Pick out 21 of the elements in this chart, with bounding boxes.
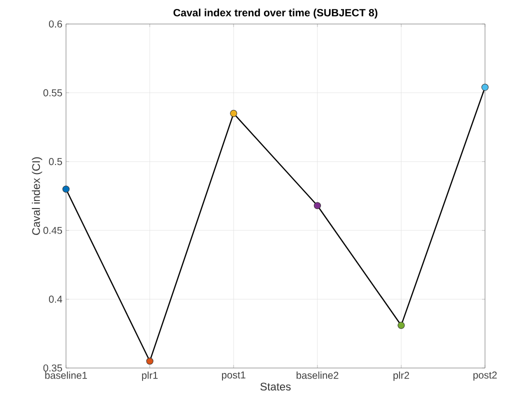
x-tick-label: baseline2 bbox=[296, 372, 338, 379]
x-tick-label: post1 bbox=[222, 372, 246, 380]
y-tick-label: 0.55 bbox=[43, 89, 62, 96]
point bbox=[314, 202, 321, 210]
y-tick-label: 0.5 bbox=[48, 158, 62, 166]
x-tick-label: plr1 bbox=[142, 372, 158, 381]
x-tick-label: plr2 bbox=[394, 372, 410, 381]
y-tick-label: 0.4 bbox=[48, 296, 62, 303]
x-axis-title: States bbox=[260, 382, 291, 391]
y-tick-label: 0.6 bbox=[48, 20, 62, 28]
point bbox=[62, 186, 70, 193]
point bbox=[230, 110, 238, 117]
chart-title: Caval index trend over time (SUBJECT 8) bbox=[174, 8, 378, 18]
x-tick-label: post2 bbox=[473, 372, 497, 381]
y-tick-label: 0.45 bbox=[43, 226, 62, 234]
y-tick-label: 0.35 bbox=[43, 364, 62, 372]
point bbox=[146, 358, 154, 365]
point bbox=[398, 322, 405, 329]
y-axis-title: Caval index (CI) bbox=[32, 157, 42, 235]
point bbox=[481, 84, 489, 91]
x-tick-label: baseline1 bbox=[45, 372, 87, 379]
